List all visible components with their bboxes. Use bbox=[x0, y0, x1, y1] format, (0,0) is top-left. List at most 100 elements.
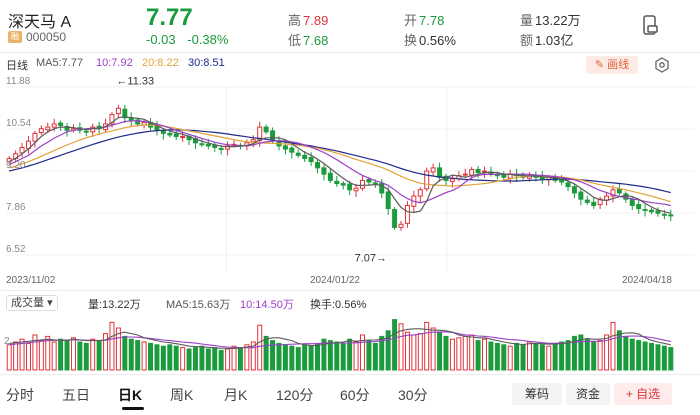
turnover-value: 0.56% bbox=[419, 33, 456, 48]
quote-volume: 量 13.22万 bbox=[520, 10, 581, 29]
volume-bar bbox=[340, 342, 346, 371]
tab-intraday[interactable]: 分时 bbox=[6, 387, 34, 403]
settings-icon[interactable] bbox=[654, 57, 670, 73]
volume-bar bbox=[38, 340, 44, 371]
candle-body bbox=[501, 174, 507, 178]
volume-bar bbox=[437, 331, 443, 371]
high-value: 7.89 bbox=[303, 13, 329, 28]
chart-divider bbox=[0, 290, 700, 291]
volume-bar bbox=[456, 337, 462, 371]
candle-body bbox=[359, 179, 365, 189]
volume-bars bbox=[6, 319, 674, 371]
volume-bar bbox=[148, 342, 154, 371]
candle-body bbox=[58, 122, 64, 127]
tab-weekly[interactable]: 周K bbox=[170, 387, 194, 403]
candle-body bbox=[340, 183, 346, 186]
turnover-label: 换 bbox=[404, 33, 418, 48]
tab-daily[interactable]: 日K bbox=[118, 387, 143, 403]
amount-label: 额 bbox=[520, 33, 534, 48]
candle-body bbox=[122, 108, 128, 119]
candle-body bbox=[578, 191, 584, 200]
candle-body bbox=[584, 199, 590, 203]
draw-line-button[interactable]: ✎ 画线 bbox=[586, 56, 638, 74]
volume-bar bbox=[32, 334, 38, 371]
ma-legend: 日线 MA5:7.77 10:7.92 20:8.22 30:8.51 bbox=[0, 53, 700, 75]
ma5-line bbox=[8, 116, 671, 214]
volume-bar bbox=[552, 342, 558, 371]
ma20-line bbox=[9, 124, 671, 203]
chart-grid bbox=[6, 86, 694, 271]
candle-body bbox=[379, 183, 385, 194]
vol-ma5: MA5:15.63万 bbox=[166, 299, 231, 311]
quote-amount: 额 1.03亿 bbox=[520, 30, 573, 49]
candle-body bbox=[437, 167, 443, 178]
volume-bar bbox=[385, 330, 391, 371]
candle-body bbox=[295, 152, 301, 156]
candle-body bbox=[315, 162, 321, 169]
candle-body bbox=[180, 136, 186, 139]
candle-body bbox=[141, 121, 147, 126]
tab-30min[interactable]: 30分 bbox=[398, 387, 428, 403]
tab-120min[interactable]: 120分 bbox=[276, 387, 314, 403]
last-price: 7.77 bbox=[146, 4, 193, 31]
stock-name: 深天马 A bbox=[8, 14, 72, 31]
volume-bar bbox=[263, 335, 269, 371]
volume-bar bbox=[475, 340, 481, 371]
candle-body bbox=[115, 107, 121, 115]
vol-ma10-line bbox=[9, 331, 671, 349]
quote-turnover: 换 0.56% bbox=[404, 30, 456, 49]
volume-bar bbox=[565, 340, 571, 371]
tab-60min[interactable]: 60分 bbox=[340, 387, 370, 403]
volume-bar bbox=[507, 345, 513, 371]
volume-bar bbox=[404, 331, 410, 371]
indicator-select-label: 成交量 bbox=[11, 297, 44, 309]
volume-bar bbox=[167, 344, 173, 371]
volume-y-tick: 2 bbox=[4, 336, 10, 347]
active-tab-indicator bbox=[122, 407, 144, 410]
candle-body bbox=[205, 143, 211, 147]
volume-bar bbox=[655, 344, 661, 371]
candle-body bbox=[372, 182, 378, 185]
candle-body bbox=[250, 139, 256, 143]
chevron-down-icon: ▾ bbox=[47, 297, 53, 309]
volume-chart[interactable]: 2 bbox=[0, 312, 700, 372]
candle-body bbox=[302, 154, 308, 159]
candlestick-chart[interactable]: 11.88 10.54 9.20 7.86 6.52 2023/11/02 2024/01… bbox=[0, 75, 700, 292]
candle-body bbox=[173, 133, 179, 138]
candle-body bbox=[135, 119, 141, 125]
candle-body bbox=[32, 132, 38, 142]
high-label: 高 bbox=[288, 13, 302, 28]
header-divider bbox=[0, 52, 700, 53]
volume-bar bbox=[205, 348, 211, 371]
candle-body bbox=[308, 157, 314, 163]
tab-five-day[interactable]: 五日 bbox=[62, 387, 90, 403]
candle-body bbox=[655, 210, 661, 214]
candle-body bbox=[51, 123, 57, 128]
candle-body bbox=[610, 189, 616, 197]
quote-header: 深天马 A 融 000050 7.77 -0.03 -0.38% 高 7.89 低… bbox=[0, 0, 700, 52]
candle-body bbox=[160, 130, 166, 134]
x-axis-labels: 2023/11/02 2024/01/22 2024/04/18 bbox=[6, 275, 672, 286]
volume-bar bbox=[6, 344, 12, 371]
volume-bar bbox=[571, 335, 577, 371]
candle-body bbox=[392, 209, 398, 228]
funds-button[interactable]: 资金 bbox=[566, 383, 610, 405]
volume-bar bbox=[128, 338, 134, 371]
landscape-icon[interactable] bbox=[640, 14, 660, 36]
add-watchlist-button[interactable]: + 自选 bbox=[614, 383, 672, 405]
volume-bar bbox=[372, 342, 378, 371]
tab-monthly[interactable]: 月K bbox=[224, 387, 248, 403]
indicator-select[interactable]: 成交量 ▾ bbox=[6, 295, 58, 311]
volume-bar bbox=[58, 338, 64, 371]
volume-bar bbox=[83, 342, 89, 371]
candle-body bbox=[462, 173, 468, 176]
volume-bar bbox=[199, 345, 205, 371]
period-tabs: 分时 五日 日K 周K 月K 120分 60分 30分 筹码 资金 + 自选 bbox=[0, 374, 700, 415]
chips-button[interactable]: 筹码 bbox=[512, 383, 562, 405]
volume-bar bbox=[295, 347, 301, 371]
candle-body bbox=[642, 209, 648, 212]
candle-body bbox=[398, 223, 404, 228]
volume-bar bbox=[77, 341, 83, 371]
y-tick-label: 10.54 bbox=[6, 118, 31, 129]
candle-body bbox=[385, 191, 391, 210]
